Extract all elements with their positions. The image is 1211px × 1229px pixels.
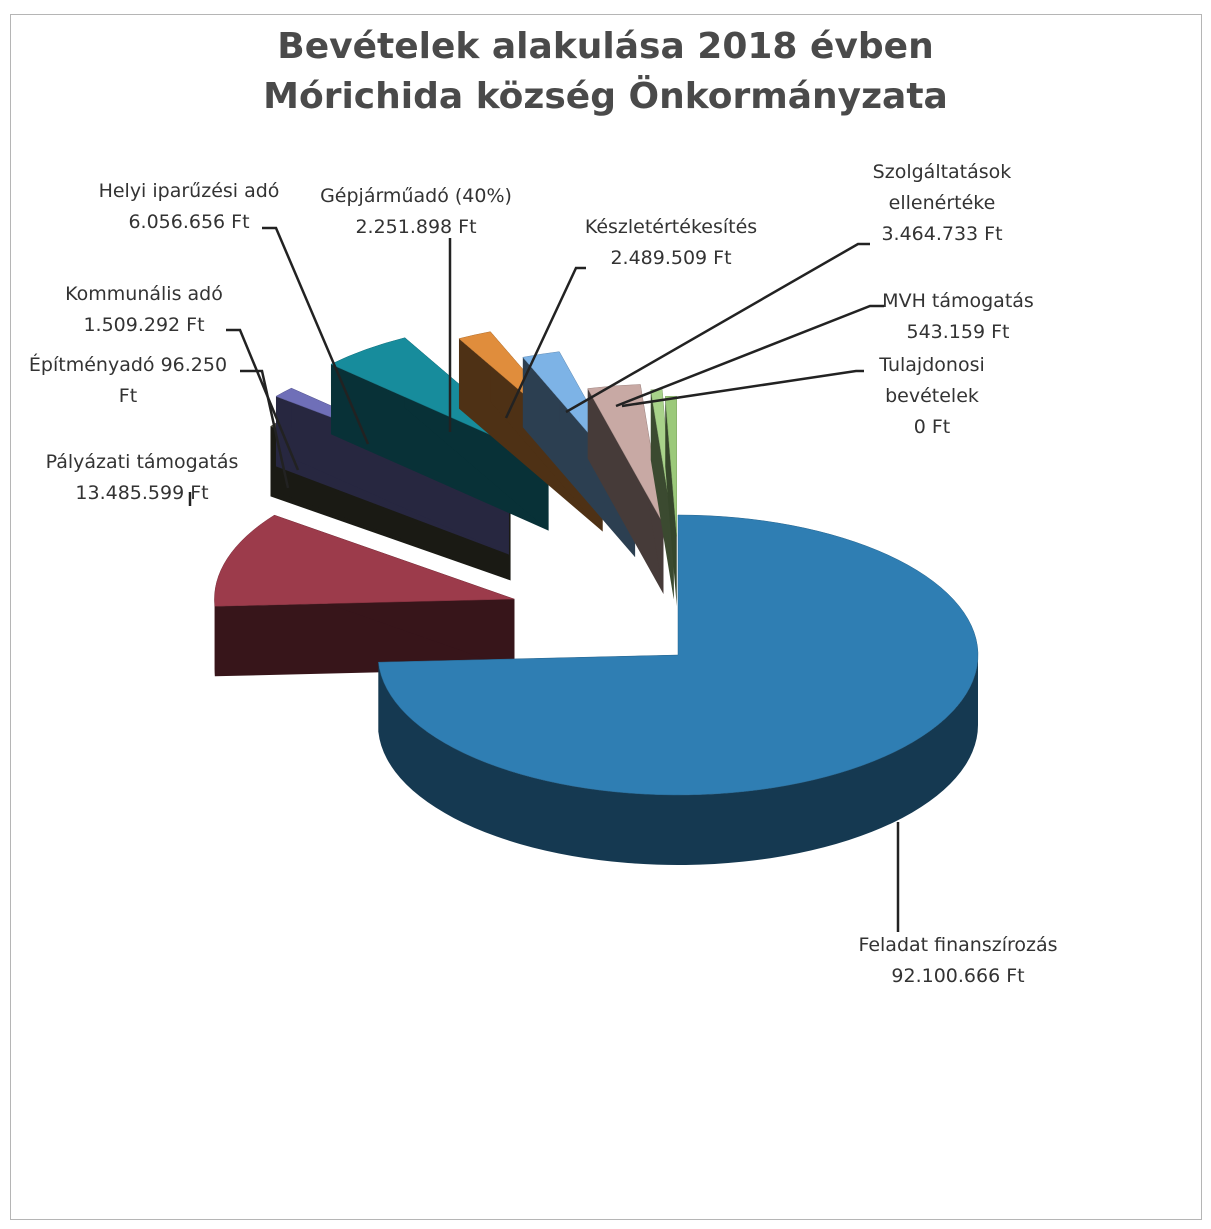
chart-title: Bevételek alakulása 2018 évben Mórichida… xyxy=(0,22,1211,122)
pie-slice-top-feladat-finansz-roz-s xyxy=(378,514,979,796)
label-szolgaltatas-name-2: ellenértéke xyxy=(888,192,996,214)
pie-slice-top-tulajdonosi-bev-telek xyxy=(664,395,678,537)
label-szolgaltatas-name: Szolgáltatások xyxy=(872,161,1012,183)
label-gepjarmu-name: Gépjárműadó (40%) xyxy=(320,185,512,207)
label-epitmeny-name: Építményadó 96.250 xyxy=(28,354,228,376)
label-palyazati-name: Pályázati támogatás xyxy=(45,451,239,473)
label-tulajdonosi: Tulajdonosi bevételek 0 Ft xyxy=(852,350,1012,443)
label-feladat-value: 92.100.666 Ft xyxy=(891,965,1025,987)
label-tulajdonosi-name: Tulajdonosi xyxy=(879,354,985,376)
leader-line-kommunalis xyxy=(226,328,300,471)
label-iparuzesi-name: Helyi iparűzési adó xyxy=(98,180,280,202)
leader-line-tulajdonosi xyxy=(621,369,864,408)
chart-frame xyxy=(10,14,1202,1220)
pie-slice-p-ly-zati-t-mogat-s xyxy=(214,514,515,677)
pie-slice-wall-szolg-ltat-sok-ellen-rt-ke-0 xyxy=(587,388,664,595)
leader-line-iparuzesi xyxy=(262,226,370,445)
label-kommunalis-value: 1.509.292 Ft xyxy=(83,314,205,336)
label-epitmeny-value: Ft xyxy=(118,385,138,407)
label-kommunalis-name: Kommunális adó xyxy=(65,283,223,305)
label-keszlet: Készletértékesítés 2.489.509 Ft xyxy=(566,212,776,274)
label-feladat: Feladat finanszírozás 92.100.666 Ft xyxy=(840,930,1076,992)
pie-slice-top-p-ly-zati-t-mogat-s xyxy=(214,514,515,607)
label-kommunalis: Kommunális adó 1.509.292 Ft xyxy=(46,279,242,341)
label-keszlet-name: Készletértékesítés xyxy=(584,216,758,238)
label-tulajdonosi-value: 0 Ft xyxy=(913,416,951,438)
label-gepjarmu: Gépjárműadó (40%) 2.251.898 Ft xyxy=(300,181,532,243)
pie-slices xyxy=(214,331,979,865)
pie-slice-tulajdonosi-bev-telek xyxy=(664,395,678,607)
label-feladat-name: Feladat finanszírozás xyxy=(858,934,1058,956)
pie-slice-wall-k-szlet-rt-kes-t-s-0 xyxy=(522,357,636,558)
leader-lines xyxy=(188,226,900,932)
chart-title-line: Bevételek alakulása 2018 évben xyxy=(277,26,934,67)
pie-slice-wall-mvh-t-mogat-s-0 xyxy=(650,389,674,600)
label-mvh: MVH támogatás 543.159 Ft xyxy=(872,286,1044,348)
label-gepjarmu-value: 2.251.898 Ft xyxy=(355,216,477,238)
label-mvh-value: 543.159 Ft xyxy=(906,321,1010,343)
label-szolgaltatas-value: 3.464.733 Ft xyxy=(881,223,1003,245)
label-iparuzesi-value: 6.056.656 Ft xyxy=(128,211,250,233)
chart-subtitle: Mórichida község Önkormányzata xyxy=(263,76,948,117)
pie-slice-side-feladat-finansz-roz-s xyxy=(378,655,979,865)
label-keszlet-value: 2.489.509 Ft xyxy=(610,247,732,269)
pie-slice-wall-helyi-ipar-z-si-ad--0 xyxy=(330,364,549,531)
pie-slice-wall-tulajdonosi-bev-telek-0 xyxy=(665,396,677,607)
label-szolgaltatas: Szolgáltatások ellenértéke 3.464.733 Ft xyxy=(842,157,1042,250)
pie-slice-szolg-ltat-sok-ellen-rt-ke xyxy=(587,384,664,595)
pie-slice-top-szolg-ltat-sok-ellen-rt-ke xyxy=(587,384,664,525)
label-tulajdonosi-name-2: bevételek xyxy=(885,385,979,407)
label-epitmeny: Építményadó 96.250 Ft xyxy=(12,350,244,412)
leader-line-szolgaltatas xyxy=(565,242,870,414)
label-palyazati: Pályázati támogatás 13.485.599 Ft xyxy=(22,447,262,509)
label-mvh-name: MVH támogatás xyxy=(882,290,1034,312)
leader-line-keszlet xyxy=(504,266,586,419)
label-iparuzesi: Helyi iparűzési adó 6.056.656 Ft xyxy=(80,176,298,238)
leader-line-epitmeny xyxy=(240,369,290,489)
leader-line-mvh xyxy=(615,304,884,408)
pie-slice-feladat-finansz-roz-s xyxy=(378,514,979,865)
label-palyazati-value: 13.485.599 Ft xyxy=(75,482,209,504)
